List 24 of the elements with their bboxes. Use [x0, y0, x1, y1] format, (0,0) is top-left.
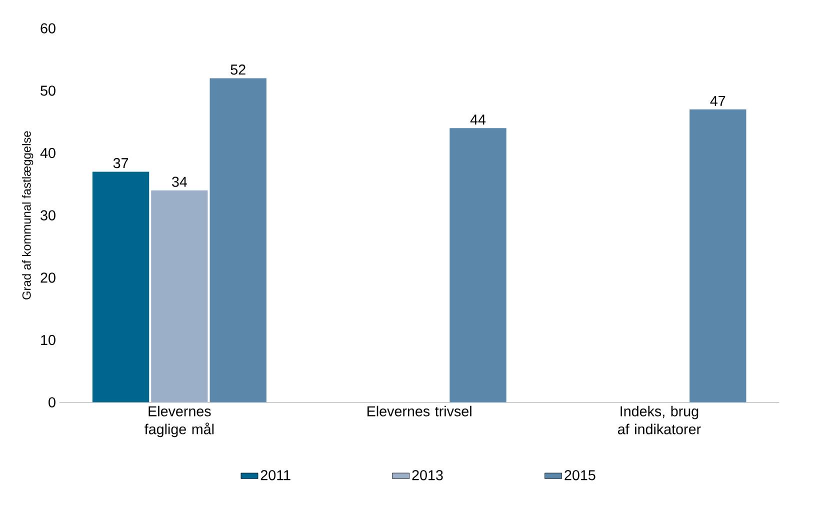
legend-label: 2013 [412, 470, 443, 480]
y-tick-label: 40 [40, 148, 56, 158]
bar [210, 78, 266, 402]
y-tick-label: 60 [40, 23, 56, 34]
data-label: 37 [113, 158, 128, 168]
legend-label: 2015 [564, 470, 596, 480]
y-tick-label: 20 [40, 272, 56, 283]
y-tick-label: 0 [48, 397, 56, 408]
data-label: 44 [470, 114, 486, 125]
y-tick-label: 10 [41, 334, 56, 346]
x-tick-label: Indeks, brug af indikatorer [618, 406, 701, 434]
y-tick-label: 50 [40, 86, 56, 96]
y-axis-title: Grad af kommunal fastlæggelse [22, 131, 34, 300]
bar [151, 190, 208, 402]
bar [450, 128, 506, 402]
x-tick-label: Elevernes trivsel [368, 406, 472, 416]
y-tick-label: 30 [40, 210, 56, 220]
data-label: 47 [710, 96, 726, 106]
bar [690, 109, 746, 402]
bar [92, 172, 150, 402]
x-tick-label: Elevernes faglige mål [144, 406, 214, 438]
legend-label: 2011 [260, 470, 290, 480]
data-label: 52 [230, 64, 246, 75]
data-label: 34 [172, 176, 188, 187]
